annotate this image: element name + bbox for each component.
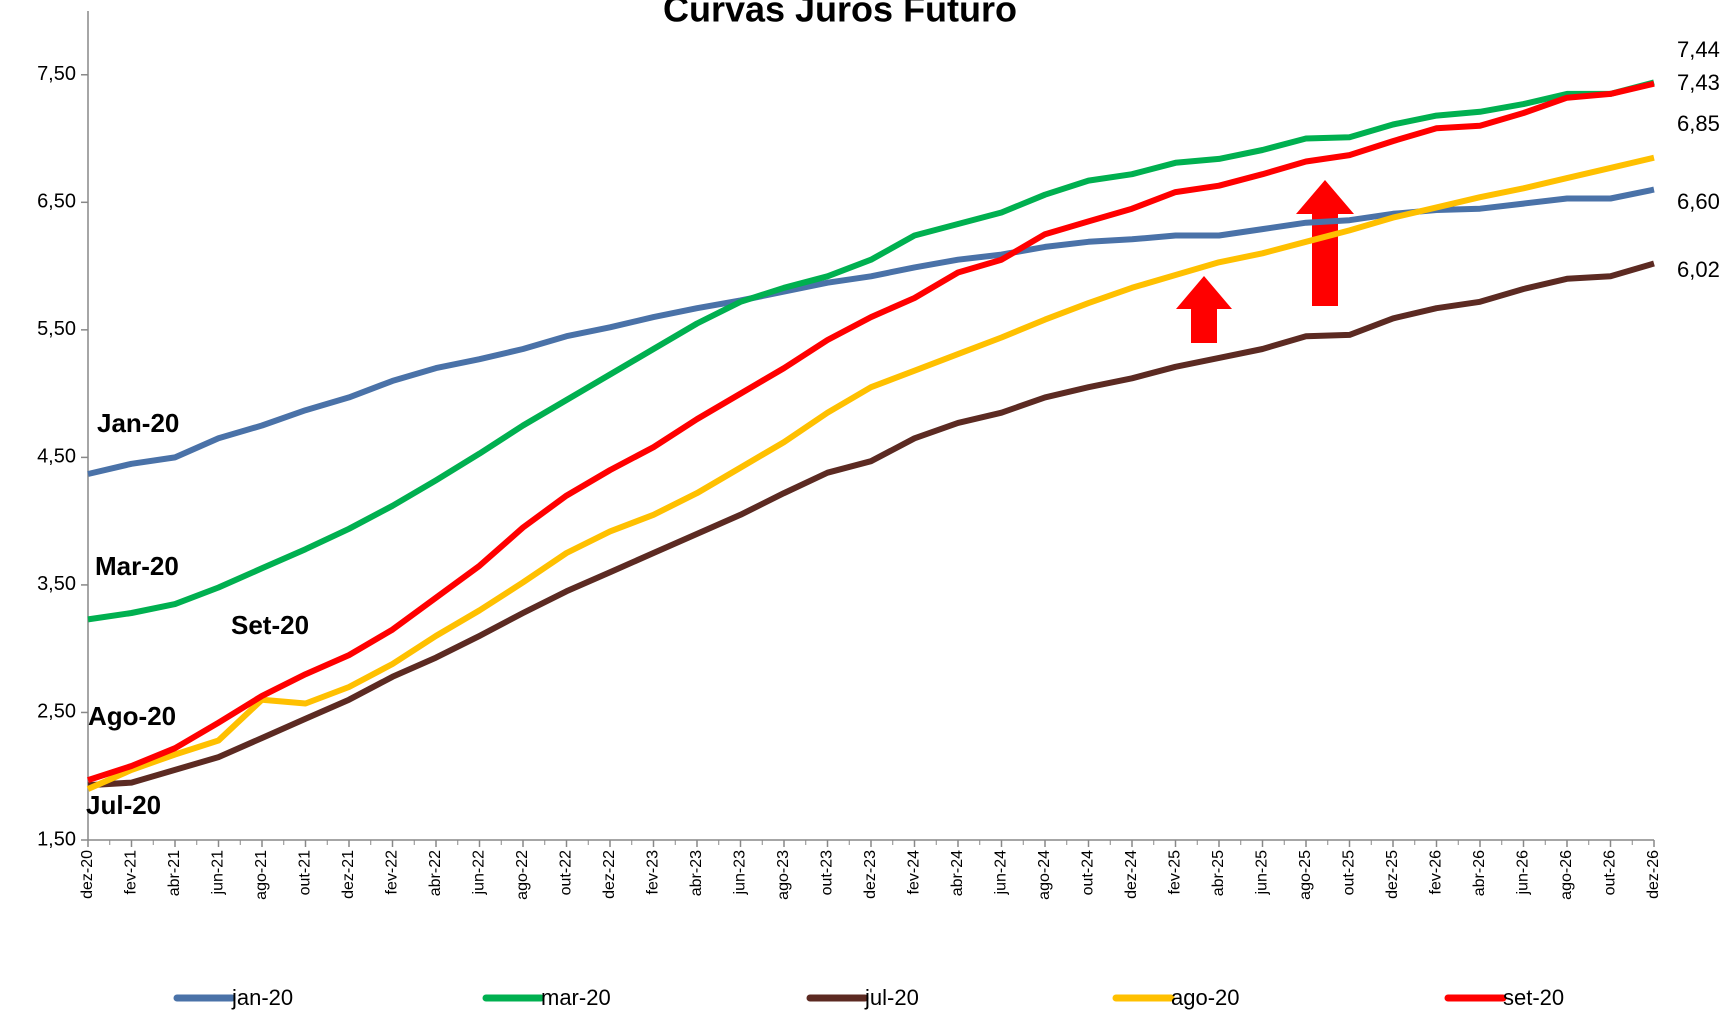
x-tick-label: fev-25 [1167, 850, 1184, 895]
x-tick-label: out-21 [297, 850, 314, 895]
x-tick-label: fev-26 [1428, 850, 1445, 895]
legend-label: set-20 [1503, 985, 1564, 1010]
x-tick-label: jun-24 [993, 850, 1010, 896]
y-tick-label: 6,50 [37, 191, 76, 213]
y-tick-label: 4,50 [37, 446, 76, 468]
x-tick-label: jun-21 [210, 850, 227, 896]
series-annotation: Jul-20 [86, 790, 161, 820]
end-value-label: 6,02 [1677, 257, 1720, 282]
legend-label: mar-20 [541, 985, 611, 1010]
x-tick-label: abr-23 [688, 850, 705, 896]
y-tick-label: 2,50 [37, 701, 76, 723]
series-line [86, 154, 1655, 792]
arrow [1296, 180, 1354, 306]
x-tick-label: ago-21 [253, 850, 270, 900]
x-tick-label: dez-24 [1123, 850, 1140, 899]
x-tick-label: out-22 [558, 850, 575, 895]
y-tick-label: 3,50 [37, 573, 76, 595]
x-tick-label: abr-25 [1210, 850, 1227, 896]
x-tick-label: abr-21 [166, 850, 183, 896]
x-tick-label: dez-20 [79, 850, 96, 899]
x-tick-label: dez-26 [1645, 850, 1662, 899]
x-tick-label: fev-22 [384, 850, 401, 895]
x-tick-label: out-25 [1341, 850, 1358, 895]
series-line [87, 80, 1655, 783]
end-value-label: 7,43 [1677, 70, 1720, 95]
end-value-label: 7,44 [1677, 37, 1720, 62]
series-annotation: Set-20 [231, 610, 309, 640]
arrow [1176, 276, 1232, 343]
end-value-label: 6,60 [1677, 189, 1720, 214]
series-annotation: Mar-20 [95, 551, 179, 581]
y-tick-label: 5,50 [37, 318, 76, 340]
series-line [87, 186, 1655, 477]
x-tick-label: ago-25 [1297, 850, 1314, 900]
x-tick-label: dez-21 [340, 850, 357, 899]
x-tick-label: abr-22 [427, 850, 444, 896]
x-tick-label: fev-24 [906, 850, 923, 895]
series-annotation: Jan-20 [97, 408, 179, 438]
x-tick-label: out-26 [1602, 850, 1619, 895]
series-line [87, 260, 1655, 789]
x-tick-label: jun-25 [1254, 850, 1271, 896]
x-tick-label: out-24 [1080, 850, 1097, 895]
x-tick-label: ago-22 [514, 850, 531, 900]
x-tick-label: ago-23 [775, 850, 792, 900]
legend-label: jan-20 [231, 985, 293, 1010]
x-tick-label: fev-23 [645, 850, 662, 895]
end-value-label: 6,85 [1677, 111, 1720, 136]
series-annotation: Ago-20 [88, 701, 176, 731]
y-tick-label: 1,50 [37, 828, 76, 850]
x-tick-label: ago-26 [1558, 850, 1575, 900]
x-tick-label: jun-26 [1515, 850, 1532, 896]
x-tick-label: jun-22 [471, 850, 488, 896]
x-tick-label: dez-25 [1384, 850, 1401, 899]
x-tick-label: dez-23 [862, 850, 879, 899]
x-tick-label: ago-24 [1036, 850, 1053, 900]
series-line [87, 79, 1655, 623]
x-tick-label: dez-22 [601, 850, 618, 899]
x-tick-label: abr-24 [949, 850, 966, 896]
x-tick-label: jun-23 [732, 850, 749, 896]
x-tick-label: out-23 [819, 850, 836, 895]
legend-label: ago-20 [1171, 985, 1240, 1010]
x-tick-label: fev-21 [123, 850, 140, 895]
chart-title: Curvas Juros Futuro [663, 0, 1017, 30]
legend-label: jul-20 [864, 985, 919, 1010]
y-tick-label: 7,50 [37, 63, 76, 85]
x-tick-label: abr-26 [1471, 850, 1488, 896]
